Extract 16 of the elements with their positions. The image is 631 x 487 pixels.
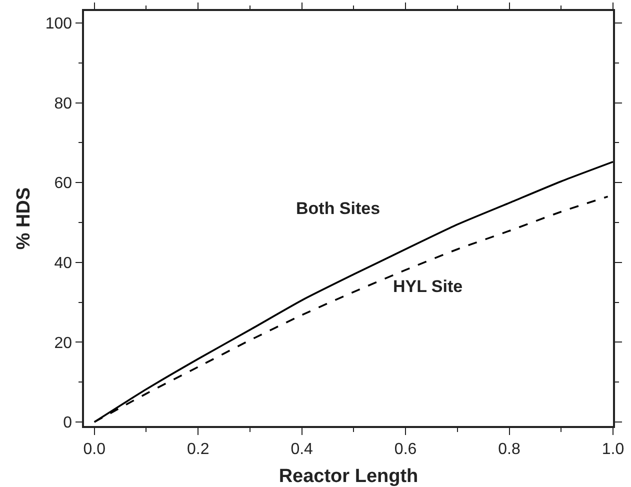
x-tick-label: 1.0 (602, 440, 624, 458)
annotation: Both Sites (296, 199, 380, 218)
x-axis-title: Reactor Length (278, 466, 418, 487)
x-tick-label: 0.6 (394, 440, 417, 458)
y-axis-title: % HDS (14, 187, 35, 250)
x-tick-label: 0.2 (186, 440, 210, 458)
y-tick-label: 60 (54, 175, 72, 192)
y-tick-label: 100 (45, 16, 72, 33)
x-tick-label: 0.4 (290, 440, 314, 458)
x-tick-label: 0.8 (498, 440, 520, 458)
y-tick-label: 0 (63, 414, 72, 432)
y-tick-label: 80 (54, 95, 72, 112)
y-tick-label: 40 (54, 254, 72, 272)
annotation: HYL Site (393, 277, 463, 296)
x-tick-label: 0.0 (83, 440, 106, 458)
y-tick-label: 20 (54, 334, 72, 352)
